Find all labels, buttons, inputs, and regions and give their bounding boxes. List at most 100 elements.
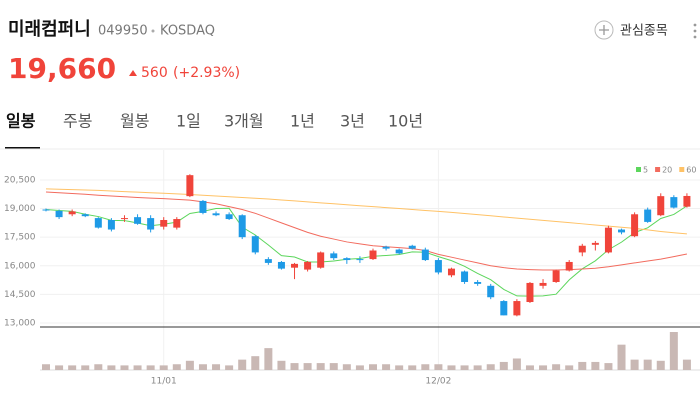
candle-body: [683, 195, 691, 207]
volume-bar: [277, 360, 286, 370]
volume-bar: [329, 363, 338, 370]
volume-bar: [303, 363, 312, 370]
period-tab[interactable]: 1년: [290, 112, 315, 131]
volume-bar: [473, 365, 482, 370]
volume-bar: [447, 365, 456, 370]
candle-body: [434, 260, 442, 273]
period-tab[interactable]: 일봉: [6, 112, 36, 131]
candle-body: [173, 219, 181, 228]
volume-bar: [146, 365, 155, 370]
y-tick-label: 19,000: [4, 204, 36, 214]
candle-body: [225, 214, 233, 220]
candle-body: [55, 210, 63, 218]
y-tick-label: 17,500: [4, 233, 36, 243]
candle-body: [408, 245, 416, 249]
candle-body: [461, 271, 469, 282]
period-tab[interactable]: 1일: [176, 112, 201, 131]
candle-body: [238, 215, 246, 238]
candle-body: [317, 252, 325, 268]
candle-body: [264, 259, 272, 263]
candle-body: [474, 281, 482, 284]
volume-bar: [225, 365, 234, 370]
candle-body: [395, 249, 403, 254]
candle-body: [251, 236, 259, 253]
candle-body: [539, 282, 547, 286]
volume-bar: [512, 358, 521, 370]
candle-body: [552, 270, 560, 282]
period-tab[interactable]: 10년: [388, 112, 423, 131]
volume-bar: [408, 365, 417, 370]
volume-bar: [107, 365, 116, 370]
candle-body: [330, 253, 338, 259]
volume-bar: [42, 364, 50, 370]
volume-bar: [120, 365, 129, 370]
period-tab[interactable]: 주봉: [63, 112, 92, 131]
volume-bar: [460, 365, 469, 370]
candle-body: [343, 258, 351, 261]
period-tab[interactable]: 3개월: [224, 112, 264, 131]
volume-bar: [212, 364, 221, 370]
volume-bar: [499, 361, 508, 370]
x-tick-label: 12/02: [425, 377, 451, 387]
legend-label: 20: [662, 166, 672, 175]
period-tabs: 일봉 주봉 월봉 1일 3개월 1년 3년 10년: [6, 112, 423, 131]
volume-bar: [342, 364, 351, 370]
volume-bar: [81, 365, 90, 370]
candle-body: [604, 227, 612, 253]
watch-icon[interactable]: [594, 20, 614, 40]
more-menu[interactable]: [693, 23, 697, 39]
candle-body: [160, 219, 168, 227]
legend-label: 60: [686, 166, 696, 175]
candle-body: [199, 200, 207, 213]
volume-bar: [565, 365, 574, 370]
volume-bar: [159, 365, 168, 370]
candle-body: [304, 261, 312, 270]
candle-body: [382, 246, 390, 249]
watch-button[interactable]: 관심종목: [620, 24, 668, 39]
moving-average-line: [45, 205, 688, 297]
volume-bar: [591, 361, 600, 370]
volume-bar: [604, 363, 613, 370]
candle-body: [147, 218, 155, 230]
volume-bar: [682, 359, 691, 370]
legend-swatch: [636, 167, 641, 172]
volume-bar: [395, 365, 404, 370]
volume-bar: [486, 364, 495, 370]
period-tab[interactable]: 월봉: [120, 112, 149, 131]
volume-bar: [525, 365, 534, 370]
volume-bar: [617, 344, 626, 370]
candle-body: [618, 229, 626, 233]
volume-bar: [382, 364, 391, 370]
volume-bar: [238, 359, 247, 370]
candle-body: [657, 196, 665, 216]
change-percent: (+2.93%): [173, 65, 240, 81]
candle-body: [447, 268, 455, 276]
volume-bar: [316, 363, 325, 370]
volume-bar: [133, 365, 142, 370]
candle-body: [631, 214, 639, 237]
legend-swatch: [679, 167, 685, 172]
candle-body: [42, 209, 50, 211]
volume-bar: [172, 364, 181, 370]
moving-average-line: [45, 188, 687, 235]
candle-body: [565, 261, 573, 271]
candle-body: [186, 175, 194, 197]
volume-bar: [198, 364, 207, 370]
candle-body: [591, 242, 599, 245]
volume-bar: [552, 364, 561, 370]
volume-bar: [251, 356, 260, 370]
volume-bar: [68, 365, 77, 370]
candle-body: [526, 282, 534, 303]
candle-body: [291, 263, 299, 268]
volume-bar: [369, 364, 377, 370]
legend-label: 5: [643, 166, 648, 175]
moving-average-line: [45, 191, 688, 271]
candle-body: [68, 211, 76, 215]
period-tab[interactable]: 3년: [340, 112, 365, 131]
y-tick-label: 13,000: [4, 318, 36, 328]
volume-bar: [656, 360, 665, 370]
stock-name: 미래컴퍼니: [8, 19, 91, 40]
volume-bar: [669, 332, 678, 370]
